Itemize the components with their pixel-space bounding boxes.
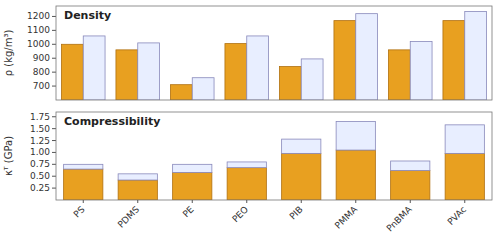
tick-mark — [410, 200, 411, 203]
bar — [391, 171, 430, 200]
category-label: PIB — [288, 204, 305, 221]
bar — [227, 168, 266, 200]
bar — [443, 21, 465, 100]
bar — [282, 153, 321, 200]
tick-mark — [52, 164, 56, 165]
tick-label: 1.50 — [30, 124, 50, 134]
bar — [173, 164, 212, 172]
bar — [170, 85, 192, 100]
bar — [301, 59, 323, 100]
category-label: PE — [181, 204, 196, 219]
tick-mark — [52, 30, 56, 31]
bar — [118, 180, 157, 200]
bar — [356, 14, 378, 100]
tick-mark — [52, 72, 56, 73]
bar — [173, 172, 212, 200]
bar — [336, 150, 375, 200]
chart: 700 800 900 1000 1100 1200 Density ρ (kg/m³) — [3, 6, 492, 100]
chart-title: Density — [64, 9, 111, 22]
plot-frame — [56, 112, 492, 200]
bar — [138, 43, 160, 100]
tick-mark — [83, 200, 84, 203]
tick-mark — [52, 176, 56, 177]
bar — [192, 78, 214, 100]
y-axis-label: κᵀ (GPa) — [3, 136, 14, 176]
tick-mark — [52, 16, 56, 17]
bar — [282, 139, 321, 153]
bar — [64, 169, 103, 200]
chart: 0.25 0.50 0.75 1.001.25 1.50 1.75 PS PDMS PE PEO P… — [3, 112, 492, 234]
tick-mark — [52, 152, 56, 153]
tick-label: 0.50 — [30, 171, 50, 181]
bar — [445, 125, 484, 154]
bar — [225, 44, 247, 100]
bar — [83, 36, 105, 100]
bar — [334, 21, 356, 100]
figure: 700 800 900 1000 1100 1200 Density ρ (kg/m³) 0.2… — [0, 0, 500, 241]
tick-mark — [246, 200, 247, 203]
tick-label: 900 — [33, 53, 50, 63]
bar — [247, 36, 269, 100]
tick-mark — [52, 58, 56, 59]
tick-label: 1.75 — [30, 112, 50, 122]
bar — [61, 44, 83, 100]
tick-mark — [52, 116, 56, 117]
bars — [64, 122, 485, 200]
chart-title: Compressibility — [64, 115, 160, 128]
tick-mark — [464, 200, 465, 203]
bar — [336, 122, 375, 151]
tick-mark — [301, 200, 302, 203]
tick-mark — [192, 200, 193, 203]
tick-label: 1.00 — [30, 147, 50, 157]
bars — [61, 12, 486, 100]
tick-mark — [355, 200, 356, 203]
category-label: PnBMA — [385, 204, 415, 234]
tick-label: 700 — [33, 81, 50, 91]
tick-mark — [52, 86, 56, 87]
category-label: PS — [72, 204, 87, 219]
bar — [116, 50, 138, 100]
tick-label: 1100 — [27, 25, 50, 35]
category-label: PEO — [230, 204, 250, 224]
category-label: PMMA — [333, 204, 360, 231]
tick-label: 1.25 — [30, 136, 50, 146]
bar — [118, 174, 157, 180]
tick-mark — [52, 44, 56, 45]
bar — [391, 161, 430, 171]
tick-label: 1000 — [27, 39, 50, 49]
tick-mark — [52, 128, 56, 129]
tick-mark — [52, 188, 56, 189]
bar — [279, 67, 301, 100]
bar — [465, 12, 487, 100]
tick-label: 800 — [33, 67, 50, 77]
plot-frame — [56, 6, 492, 100]
bar — [388, 50, 410, 100]
bar — [227, 162, 266, 168]
bar — [64, 164, 103, 169]
category-label: PDMS — [116, 204, 142, 230]
bar — [445, 153, 484, 200]
tick-mark — [52, 140, 56, 141]
bar — [410, 42, 432, 100]
tick-label: 0.25 — [30, 183, 50, 193]
tick-label: 0.75 — [30, 159, 50, 169]
y-axis-label: ρ (kg/m³) — [3, 30, 14, 77]
tick-mark — [137, 200, 138, 203]
category-label: PVAc — [446, 204, 469, 227]
tick-label: 1200 — [27, 11, 50, 21]
